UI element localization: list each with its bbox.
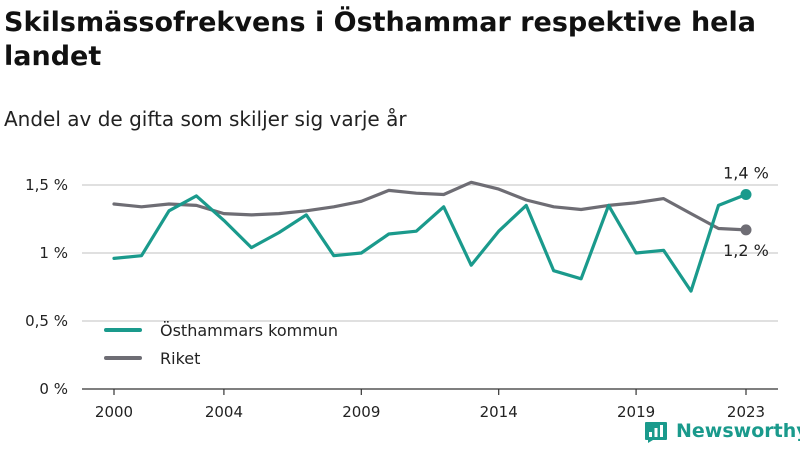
y-tick-label: 1,5 % [25, 176, 68, 194]
y-axis-ticks: 0 % 0,5 % 1 % 1,5 % [25, 176, 68, 398]
newsworthy-logo: Newsworthy [644, 419, 800, 443]
legend-item-riket: Riket [104, 344, 338, 372]
legend-label-riket: Riket [160, 348, 201, 368]
series-end-marker [740, 224, 752, 236]
y-tick-label: 1 % [39, 244, 68, 262]
legend-swatch-riket [104, 356, 142, 360]
legend-label-osthammar: Östhammars kommun [160, 320, 339, 340]
bar-chart-logo-icon [645, 422, 667, 443]
x-tick-label: 2014 [480, 403, 518, 421]
y-tick-label: 0,5 % [25, 312, 68, 330]
series-end-marker [740, 189, 752, 201]
legend-item-osthammar: Östhammars kommun [104, 316, 338, 344]
series-end-markers [740, 189, 752, 236]
x-axis-ticks: 2000 2004 2009 2014 2019 2023 [95, 389, 765, 421]
series-end-label: 1,4 % [723, 164, 769, 183]
x-tick-label: 2004 [205, 403, 243, 421]
legend-swatch-osthammar [104, 328, 142, 332]
gridlines [82, 184, 778, 390]
legend: Östhammars kommun Riket [104, 316, 338, 372]
x-tick-label: 2023 [727, 403, 765, 421]
chart-subtitle: Andel av de gifta som skiljer sig varje … [4, 107, 407, 131]
series-line-osthammar [112, 192, 748, 293]
y-tick-label: 0 % [39, 380, 68, 398]
series-end-labels: 1,2 % 1,4 % [723, 164, 769, 260]
series-end-label: 1,2 % [723, 241, 769, 260]
series-line-riket [112, 180, 748, 232]
x-tick-label: 2000 [95, 403, 133, 421]
chart-title: Skilsmässofrekvens i Östhammar respektiv… [4, 7, 756, 72]
x-tick-label: 2019 [617, 403, 655, 421]
x-tick-label: 2009 [342, 403, 380, 421]
brand-name: Newsworthy [676, 420, 800, 442]
series-lines [112, 180, 748, 293]
